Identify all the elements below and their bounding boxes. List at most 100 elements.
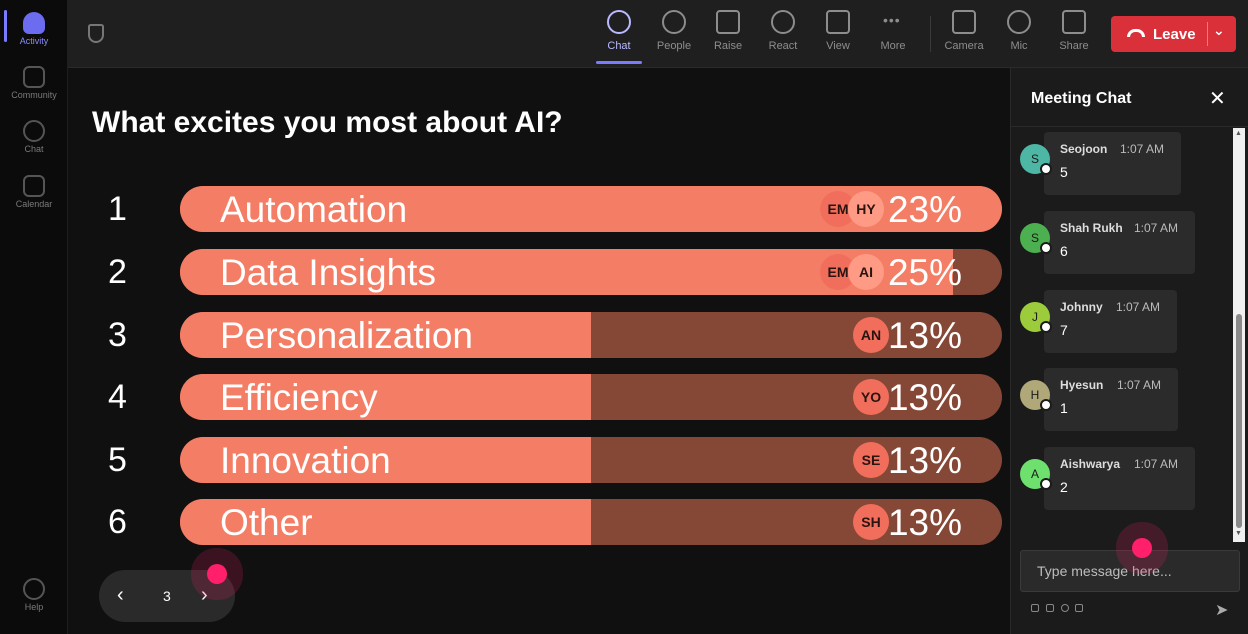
chat-scrollbar[interactable]: ▲ ▼ bbox=[1233, 128, 1245, 542]
slide-pager: ‹ 3 › bbox=[99, 570, 235, 622]
message-text: 5 bbox=[1060, 164, 1068, 180]
option-bar-fill bbox=[180, 437, 591, 483]
toolbar-label: Share bbox=[1059, 40, 1089, 52]
toolbar-share-button[interactable]: Share bbox=[1047, 10, 1101, 52]
scroll-down-icon[interactable]: ▼ bbox=[1235, 530, 1242, 537]
toolbar-more-button[interactable]: More bbox=[866, 10, 920, 52]
avatar[interactable]: J bbox=[1020, 302, 1052, 333]
message-time: 1:07 AM bbox=[1134, 457, 1179, 471]
toolbar-people-button[interactable]: People bbox=[647, 10, 701, 52]
shield-icon[interactable] bbox=[88, 24, 104, 43]
message-time: 1:07 AM bbox=[1120, 142, 1165, 156]
option-label: Automation bbox=[220, 189, 408, 230]
poll-option-row: 6 SH 13% Other bbox=[68, 499, 1010, 547]
avatar[interactable]: S bbox=[1020, 144, 1052, 175]
toolbar-label: React bbox=[768, 40, 798, 52]
chat-header-divider bbox=[1011, 126, 1248, 127]
toolbar-divider bbox=[930, 16, 931, 52]
option-label: Innovation bbox=[220, 440, 391, 481]
poll-question: What excites you most about AI? bbox=[92, 106, 563, 139]
option-bar-fill bbox=[180, 499, 591, 545]
rail-item-label: Activity bbox=[19, 36, 49, 46]
meeting-toolbar: Chat People Raise React View More Camera… bbox=[68, 0, 1248, 68]
chat-icon bbox=[607, 10, 631, 34]
leave-button[interactable]: Leave ⌄ bbox=[1111, 16, 1236, 52]
rail-item-chat[interactable]: Chat bbox=[0, 120, 68, 154]
avatar[interactable]: H bbox=[1020, 380, 1052, 411]
meeting-chat-panel: Meeting Chat ✕ Seojoon 1:07 AM 5 S Shah … bbox=[1010, 68, 1248, 634]
rail-item-label: Community bbox=[11, 90, 57, 100]
chevron-down-icon[interactable]: ⌄ bbox=[1213, 22, 1225, 38]
option-bar-track: EM AI 25% bbox=[180, 249, 1002, 295]
message-time: 1:07 AM bbox=[1117, 378, 1162, 392]
message-time: 1:07 AM bbox=[1134, 221, 1179, 235]
send-icon[interactable]: ➤ bbox=[1215, 602, 1229, 619]
app-rail: Activity Community Chat Calendar Help bbox=[0, 0, 68, 634]
rail-item-label: Calendar bbox=[15, 199, 53, 209]
avatar-initial: S bbox=[1030, 231, 1039, 245]
toolbar-react-button[interactable]: React bbox=[756, 10, 810, 52]
message-sender: Aishwarya bbox=[1060, 457, 1121, 471]
option-bar-track: SE 13% bbox=[180, 437, 1002, 483]
raise-hand-icon bbox=[716, 10, 740, 34]
phone-hangup-icon bbox=[1127, 29, 1145, 37]
rail-item-label: Help bbox=[24, 602, 44, 612]
option-rank: 1 bbox=[108, 190, 127, 228]
option-rank: 3 bbox=[108, 316, 127, 354]
avatar[interactable]: A bbox=[1020, 459, 1052, 490]
rail-item-help[interactable]: Help bbox=[0, 578, 68, 612]
people-icon bbox=[662, 10, 686, 34]
message-time: 1:07 AM bbox=[1116, 300, 1161, 314]
voter-avatar: SH bbox=[853, 504, 889, 540]
pointer-highlight bbox=[207, 564, 227, 584]
option-percent: 13% bbox=[887, 502, 962, 543]
gif-icon[interactable] bbox=[1075, 604, 1083, 612]
help-icon bbox=[23, 578, 45, 600]
format-icon[interactable] bbox=[1031, 604, 1039, 612]
toolbar-mic-button[interactable]: Mic bbox=[992, 10, 1046, 52]
more-dots-icon bbox=[881, 10, 905, 34]
avatar[interactable]: S bbox=[1020, 223, 1052, 254]
avatar-initial: J bbox=[1032, 310, 1038, 324]
option-label: Efficiency bbox=[220, 377, 378, 418]
rail-item-label: Chat bbox=[24, 144, 44, 154]
toolbar-raise-button[interactable]: Raise bbox=[701, 10, 755, 52]
poll-results-stage: What excites you most about AI? 1 EM HY 2… bbox=[68, 68, 1010, 634]
message-text: 2 bbox=[1060, 479, 1068, 495]
toolbar-camera-button[interactable]: Camera bbox=[937, 10, 991, 52]
option-percent: 25% bbox=[887, 252, 962, 293]
voter-avatar: HY bbox=[848, 191, 884, 227]
toolbar-chat-button[interactable]: Chat bbox=[592, 10, 646, 52]
scrollbar-thumb[interactable] bbox=[1236, 314, 1242, 528]
rail-item-community[interactable]: Community bbox=[0, 66, 68, 100]
chat-message-input[interactable] bbox=[1020, 550, 1240, 592]
scroll-up-icon[interactable]: ▲ bbox=[1235, 130, 1242, 137]
voter-avatar: YO bbox=[853, 379, 889, 415]
chat-icon bbox=[23, 120, 45, 142]
close-icon[interactable]: ✕ bbox=[1209, 88, 1226, 110]
poll-option-row: 5 SE 13% Innovation bbox=[68, 437, 1010, 485]
toolbar-label: Camera bbox=[944, 40, 984, 52]
toolbar-label: More bbox=[880, 40, 906, 52]
option-percent: 13% bbox=[887, 440, 962, 481]
community-icon bbox=[23, 66, 45, 88]
presence-status-icon bbox=[1040, 163, 1052, 175]
attach-icon[interactable] bbox=[1046, 604, 1054, 612]
option-bar-fill bbox=[180, 312, 591, 358]
toolbar-label: Mic bbox=[1010, 40, 1028, 52]
option-rank: 4 bbox=[108, 378, 127, 416]
chat-message: Shah Rukh 1:07 AM 6 bbox=[1044, 211, 1195, 274]
emoji-icon[interactable] bbox=[1061, 604, 1069, 612]
message-sender: Johnny bbox=[1060, 300, 1103, 314]
rail-item-activity[interactable]: Activity bbox=[0, 12, 68, 46]
chevron-right-icon[interactable]: › bbox=[201, 584, 208, 606]
toolbar-label: Raise bbox=[713, 40, 743, 52]
rail-item-calendar[interactable]: Calendar bbox=[0, 175, 68, 209]
chevron-left-icon[interactable]: ‹ bbox=[117, 584, 124, 606]
calendar-icon bbox=[23, 175, 45, 197]
message-text: 6 bbox=[1060, 243, 1068, 259]
message-sender: Seojoon bbox=[1060, 142, 1108, 156]
toolbar-view-button[interactable]: View bbox=[811, 10, 865, 52]
mic-icon bbox=[1007, 10, 1031, 34]
toolbar-label: People bbox=[656, 40, 692, 52]
